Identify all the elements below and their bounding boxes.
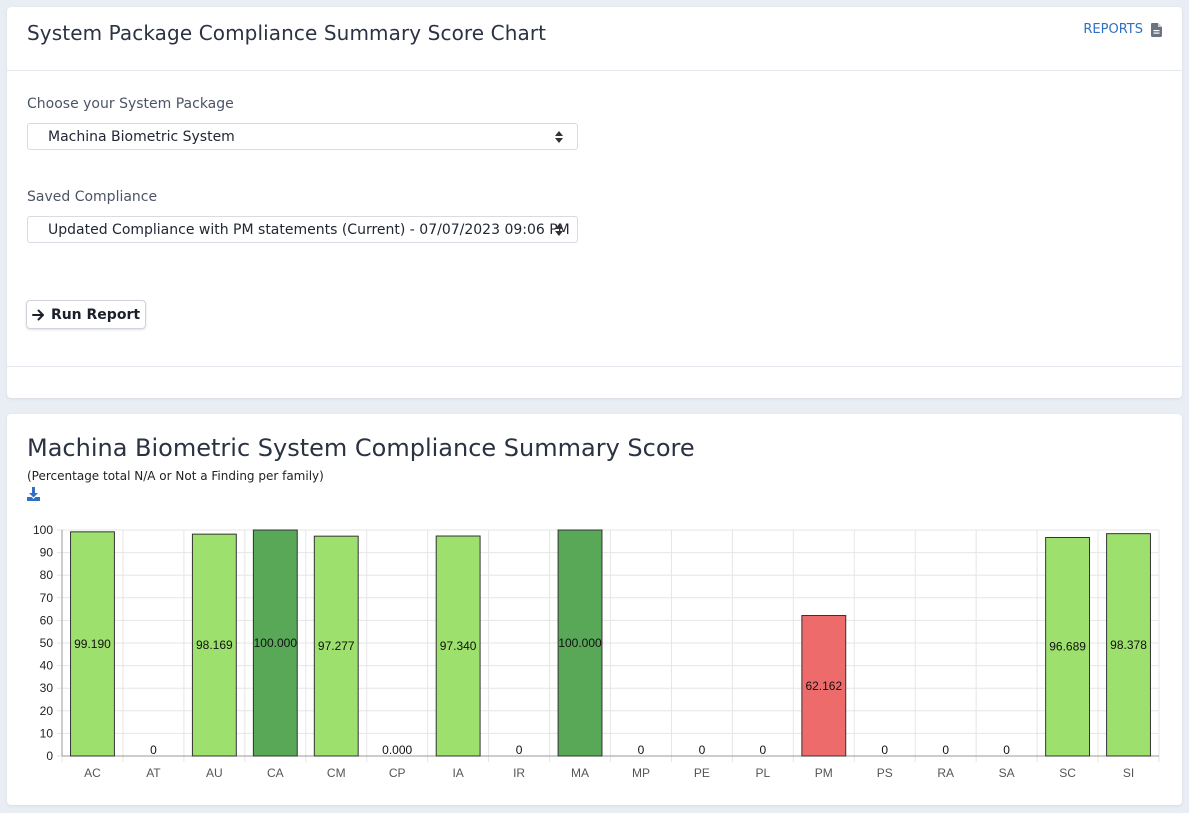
data-label-at: 0 <box>150 743 157 757</box>
compliance-select[interactable]: Updated Compliance with PM statements (C… <box>27 216 578 243</box>
data-label-pm: 62.162 <box>805 679 842 693</box>
y-tick-label: 10 <box>40 726 54 740</box>
data-label-ca: 100.000 <box>254 636 298 650</box>
data-label-ma: 100.000 <box>558 636 602 650</box>
y-tick-label: 80 <box>40 568 54 582</box>
x-tick-label-ra: RA <box>937 766 954 780</box>
data-label-cp: 0.000 <box>382 743 412 757</box>
data-label-ps: 0 <box>881 743 888 757</box>
x-tick-label-mp: MP <box>632 766 650 780</box>
chart-card: Machina Biometric System Compliance Summ… <box>7 414 1182 805</box>
bar-ac <box>70 531 115 757</box>
selection-card: System Package Compliance Summary Score … <box>7 7 1182 398</box>
run-report-button[interactable]: Run Report <box>26 300 146 329</box>
x-tick-label-sc: SC <box>1059 766 1076 780</box>
bar-sc <box>1045 536 1091 757</box>
card-divider <box>7 366 1182 367</box>
y-tick-label: 30 <box>40 681 54 695</box>
y-tick-label: 50 <box>40 636 54 650</box>
bar-au <box>191 533 237 757</box>
x-tick-label-pe: PE <box>694 766 710 780</box>
data-label-pl: 0 <box>760 743 767 757</box>
select-arrows-icon <box>555 224 563 236</box>
reports-link[interactable]: REPORTS <box>1083 22 1162 37</box>
run-report-label: Run Report <box>50 306 141 323</box>
y-tick-label: 20 <box>40 704 54 718</box>
compliance-label: Saved Compliance <box>27 189 158 205</box>
x-tick-label-ca: CA <box>267 766 284 780</box>
arrow-right-icon <box>31 309 44 320</box>
x-tick-label-pm: PM <box>815 766 833 780</box>
x-tick-label-ac: AC <box>84 766 101 780</box>
y-tick-label: 90 <box>40 546 54 560</box>
bar-si <box>1106 533 1151 757</box>
y-tick-label: 70 <box>40 591 54 605</box>
x-tick-label-cp: CP <box>389 766 406 780</box>
x-tick-label-ma: MA <box>571 766 589 780</box>
bar-ma <box>557 529 603 757</box>
data-label-sa: 0 <box>1003 743 1010 757</box>
y-tick-label: 100 <box>33 523 53 537</box>
chart-subtitle: (Percentage total N/A or Not a Finding p… <box>27 469 324 483</box>
x-tick-label-si: SI <box>1123 766 1134 780</box>
download-icon[interactable] <box>27 487 40 501</box>
page-title: System Package Compliance Summary Score … <box>27 21 547 45</box>
bar-cm <box>313 535 359 757</box>
reports-label: REPORTS <box>1083 22 1143 37</box>
x-tick-label-at: AT <box>146 766 161 780</box>
data-label-sc: 96.689 <box>1049 640 1086 654</box>
data-label-ir: 0 <box>516 743 523 757</box>
package-label: Choose your System Package <box>27 96 234 112</box>
bar-chart: 0 10 20 30 40 50 60 70 80 90 100 99.190 AC 0 AT 98.169 A… <box>33 523 1160 780</box>
x-tick-label-sa: SA <box>999 766 1015 780</box>
data-label-au: 98.169 <box>196 638 233 652</box>
y-tick-label: 60 <box>40 613 54 627</box>
package-select-value: Machina Biometric System <box>48 129 235 145</box>
data-label-pe: 0 <box>699 743 706 757</box>
x-tick-label-au: AU <box>206 766 223 780</box>
data-label-ra: 0 <box>942 743 949 757</box>
x-tick-label-pl: PL <box>756 766 771 780</box>
card-header: System Package Compliance Summary Score … <box>7 7 1182 71</box>
bar-ia <box>435 535 481 757</box>
package-select[interactable]: Machina Biometric System <box>27 123 578 150</box>
data-label-ia: 97.340 <box>440 639 477 653</box>
bar-pm <box>801 615 847 757</box>
y-tick-label: 40 <box>40 659 54 673</box>
x-tick-label-ps: PS <box>877 766 893 780</box>
x-tick-label-cm: CM <box>327 766 346 780</box>
document-icon <box>1151 22 1162 37</box>
data-label-cm: 97.277 <box>318 639 355 653</box>
chart-title: Machina Biometric System Compliance Summ… <box>27 434 695 462</box>
x-tick-label-ir: IR <box>513 766 525 780</box>
compliance-select-value: Updated Compliance with PM statements (C… <box>48 222 570 238</box>
data-label-si: 98.378 <box>1110 638 1147 652</box>
data-label-mp: 0 <box>638 743 645 757</box>
data-label-ac: 99.190 <box>74 637 111 651</box>
select-arrows-icon <box>555 131 563 143</box>
y-tick-label: 0 <box>46 749 53 763</box>
bar-ca <box>252 529 298 757</box>
x-tick-label-ia: IA <box>452 766 463 780</box>
